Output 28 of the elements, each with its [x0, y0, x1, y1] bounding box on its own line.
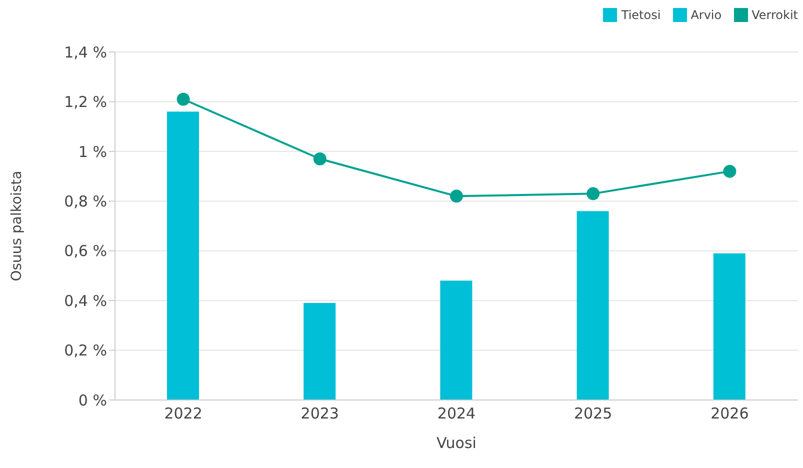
bar: [304, 303, 336, 400]
point: [450, 190, 463, 203]
x-axis-title: Vuosi: [436, 434, 476, 452]
bar: [713, 253, 746, 400]
y-tick-label: 0,8 %: [64, 192, 107, 210]
y-tick-label: 0,6 %: [64, 242, 107, 260]
y-tick-label: 0 %: [78, 391, 107, 410]
bar: [167, 112, 199, 400]
legend-label: Tietosi: [621, 8, 661, 22]
point: [313, 152, 326, 166]
bar: [576, 211, 609, 400]
x-tick-label: 2024: [437, 404, 476, 423]
point: [723, 164, 736, 178]
y-tick-label: 1 %: [78, 142, 107, 161]
x-tick-label: 2025: [574, 404, 612, 423]
legend-label: Arvio: [690, 8, 722, 22]
bar: [440, 280, 472, 400]
x-tick-label: 2023: [300, 404, 339, 423]
legend-label: Verrokit: [752, 8, 798, 22]
y-tick-label: 1,2 %: [64, 93, 107, 112]
x-tick-label: 2022: [164, 404, 202, 423]
point: [176, 92, 190, 106]
y-tick-label: 1,4 %: [64, 43, 107, 62]
x-tick-label: 2026: [710, 404, 749, 423]
point: [586, 187, 600, 200]
y-axis-title: Osuus palkoista: [8, 170, 25, 282]
y-tick-label: 0,4 %: [64, 292, 107, 310]
y-tick-label: 0,2 %: [64, 342, 107, 360]
